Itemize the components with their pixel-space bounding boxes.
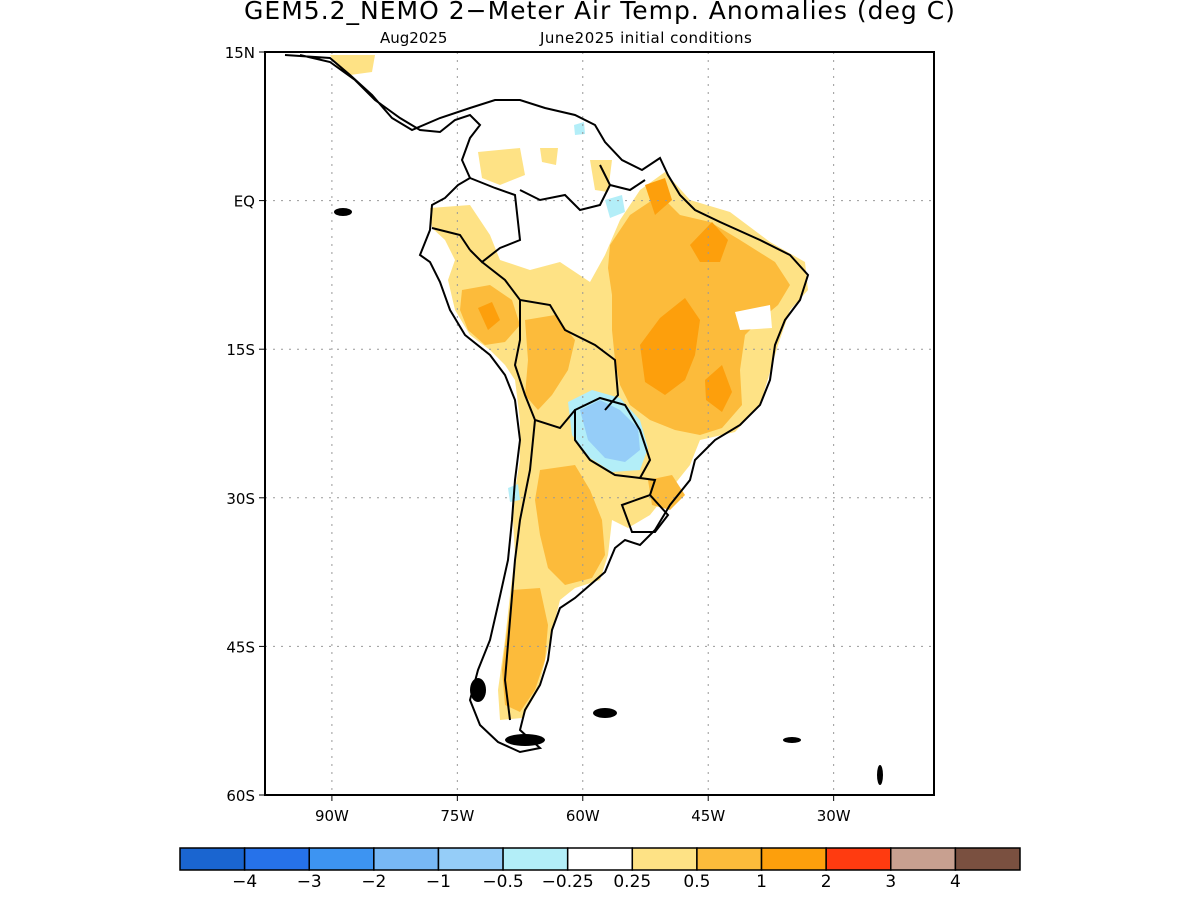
border-uruguay bbox=[620, 493, 670, 533]
lon-tick-label: 90W bbox=[315, 807, 349, 825]
border-bolivia bbox=[513, 300, 576, 430]
anomaly-region-venezuela bbox=[478, 148, 525, 185]
colorbar-label: 2 bbox=[820, 872, 832, 892]
anomaly-region-venezuela-2 bbox=[540, 148, 558, 165]
latitude-axis: 15N EQ 15S 30S 45S 60S bbox=[225, 44, 265, 805]
border-paraguay bbox=[574, 396, 652, 480]
coastlines bbox=[284, 54, 810, 754]
anomaly-region-ne-brazil bbox=[690, 222, 728, 262]
border-peru-brazil bbox=[481, 261, 620, 411]
colorbar-swatch bbox=[179, 847, 246, 871]
colorbar-label: −0.25 bbox=[541, 872, 594, 892]
border-ecuador bbox=[431, 227, 471, 251]
border-guianas bbox=[609, 179, 646, 192]
colorbar-swatch bbox=[308, 847, 375, 871]
lat-tick-label: 15N bbox=[225, 44, 255, 62]
colorbar-label: −3 bbox=[296, 872, 322, 892]
colorbar-swatch bbox=[954, 847, 1021, 871]
lat-tick-label: 45S bbox=[226, 638, 255, 656]
colorbar-label: 0.5 bbox=[683, 872, 711, 892]
anomaly-field bbox=[330, 55, 808, 720]
colorbar-swatch bbox=[760, 847, 827, 871]
initial-conditions: June2025 initial conditions bbox=[540, 29, 753, 47]
colorbar-swatch bbox=[696, 847, 763, 871]
colorbar-label: 1 bbox=[756, 872, 767, 892]
border-argentina-brazil bbox=[639, 477, 657, 496]
anomaly-region-guyana bbox=[590, 160, 612, 192]
colorbar-label: −0.5 bbox=[482, 872, 524, 892]
anomaly-region-central-america bbox=[330, 55, 375, 75]
map-title: GEM5.2_NEMO 2−Meter Air Temp. Anomalies … bbox=[244, 0, 956, 25]
map-frame bbox=[264, 51, 935, 796]
colorbar-swatch bbox=[566, 847, 634, 871]
anomaly-region-paraguay-cold bbox=[580, 400, 640, 462]
anomaly-region-patagonia-orange bbox=[502, 588, 548, 712]
longitude-axis: 90W 75W 60W 45W 30W bbox=[315, 795, 851, 825]
anomaly-region-bolivia-orange bbox=[525, 315, 575, 410]
anomaly-region-caribbean-cool bbox=[574, 122, 585, 135]
colorbar bbox=[179, 847, 1021, 871]
colorbar-label: −2 bbox=[361, 872, 387, 892]
colorbar-swatch bbox=[373, 847, 440, 871]
lat-tick-label: EQ bbox=[234, 193, 255, 211]
lon-tick-label: 45W bbox=[691, 807, 725, 825]
coastline-south-america bbox=[284, 54, 810, 754]
lat-tick-label: 30S bbox=[226, 490, 255, 508]
lon-tick-label: 75W bbox=[440, 807, 474, 825]
lon-tick-label: 60W bbox=[566, 807, 600, 825]
colorbar-swatch bbox=[825, 847, 892, 871]
islands bbox=[334, 208, 883, 785]
anomaly-region-argentina-orange bbox=[535, 465, 605, 585]
colorbar-swatch bbox=[631, 847, 698, 871]
island-tierra-del-fuego bbox=[505, 734, 545, 746]
anomaly-region-uruguay-orange bbox=[648, 475, 685, 510]
island-falklands bbox=[593, 708, 617, 718]
island-south-georgia bbox=[783, 737, 801, 743]
lat-tick-label: 15S bbox=[226, 341, 255, 359]
colorbar-label: 3 bbox=[885, 872, 897, 892]
lon-tick-label: 30W bbox=[817, 807, 851, 825]
colorbar-swatch bbox=[502, 847, 569, 871]
island-sandwich bbox=[877, 765, 883, 785]
anomaly-region-se-brazil bbox=[705, 365, 732, 412]
colorbar-label: −1 bbox=[425, 872, 451, 892]
colorbar-swatch bbox=[243, 847, 310, 871]
colorbar-label: −4 bbox=[232, 872, 258, 892]
forecast-month: Aug2025 bbox=[380, 29, 448, 47]
anomaly-region-guyana-cool bbox=[605, 195, 625, 218]
anomaly-region-brazil-core bbox=[640, 298, 700, 395]
island-galapagos bbox=[334, 208, 352, 216]
colorbar-swatch bbox=[890, 847, 957, 871]
anomaly-region-peru-deep bbox=[478, 302, 500, 330]
colorbar-label: 0.25 bbox=[613, 872, 652, 892]
anomaly-region-brazil-neutral bbox=[735, 305, 772, 330]
colorbar-label: 4 bbox=[949, 872, 961, 892]
anomaly-region-amapa bbox=[645, 178, 672, 215]
colorbar-swatch bbox=[437, 847, 504, 871]
island-chiloe bbox=[470, 678, 486, 702]
border-argentina-chile bbox=[503, 419, 536, 721]
lat-tick-label: 60S bbox=[226, 787, 255, 805]
